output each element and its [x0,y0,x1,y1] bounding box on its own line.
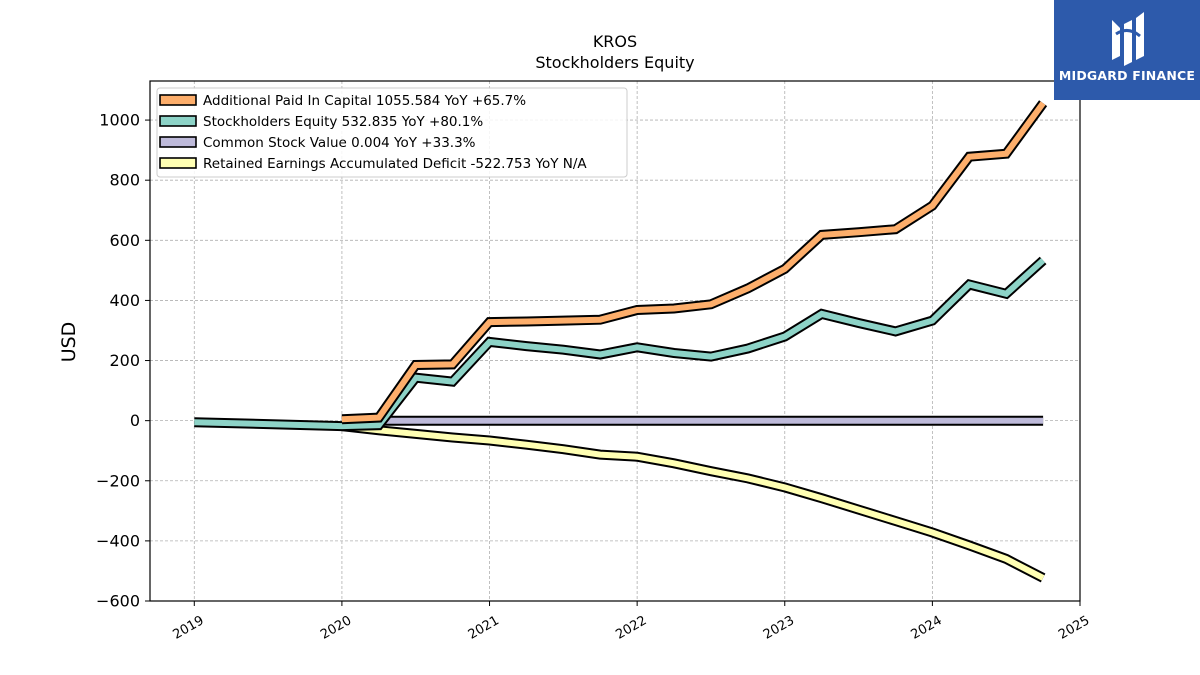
legend-label: Stockholders Equity 532.835 YoY +80.1% [203,114,483,130]
legend-swatch [159,115,197,127]
y-tick-label: 400 [109,291,140,310]
y-tick-label: 600 [109,231,140,250]
legend-label: Common Stock Value 0.004 YoY +33.3% [203,135,476,151]
y-tick-label: 800 [109,171,140,190]
logo-text: MIDGARD FINANCE [1058,68,1196,83]
x-tick-label: 2025 [1056,613,1092,643]
legend-label: Retained Earnings Accumulated Deficit -5… [203,156,587,172]
y-tick-label: 0 [130,411,140,430]
midgard-m-icon [1054,0,1200,100]
y-tick-label: −600 [96,592,140,611]
series-line [194,258,1046,430]
y-tick-label: 200 [109,351,140,370]
series-layer [194,100,1048,583]
legend-swatch [159,157,197,169]
series-line [341,101,1046,423]
x-tick-label: 2020 [318,613,354,643]
chart-subtitle: Stockholders Equity [535,53,694,72]
x-tick-label: 2024 [909,613,945,643]
y-tick-label: −400 [96,531,140,550]
midgard-finance-logo: MIDGARD FINANCE [1054,0,1200,100]
x-tick-label: 2019 [170,613,206,643]
chart-title: KROS [593,32,637,51]
y-tick-label: −200 [96,471,140,490]
series-line [341,423,1045,581]
y-axis-label: USD [58,322,80,363]
legend-swatch [159,136,197,148]
x-tick-label: 2021 [466,613,502,643]
legend: Additional Paid In Capital 1055.584 YoY … [156,87,628,178]
legend-swatch [159,94,197,106]
legend-label: Additional Paid In Capital 1055.584 YoY … [203,93,526,109]
x-tick-label: 2023 [761,613,797,643]
y-tick-label: 1000 [99,111,140,130]
series-line-outline [194,256,1047,432]
x-tick-label: 2022 [613,613,649,643]
series-line-outline [341,421,1046,583]
legend-box [156,87,628,178]
plot-frame [149,80,1081,602]
